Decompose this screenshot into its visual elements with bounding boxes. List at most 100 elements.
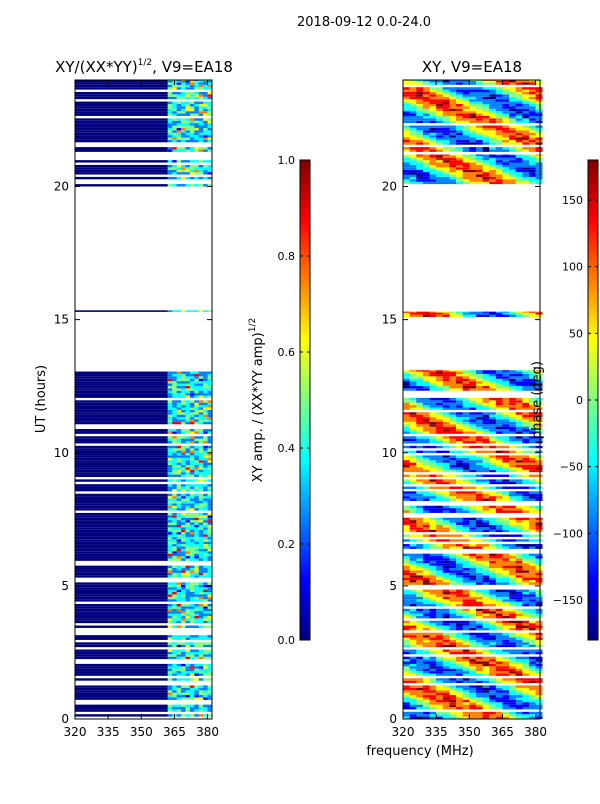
heatmap-cell [463,376,470,378]
heatmap-cell [203,568,208,570]
heatmap-cell [203,453,208,455]
heatmap-cell [181,551,186,553]
heatmap-cell [529,702,536,704]
heatmap-cell [194,525,199,527]
heatmap-cell [496,556,503,558]
heatmap-cell [516,451,523,453]
heatmap-cell [463,106,470,108]
heatmap-cell [509,626,516,628]
heatmap-cell [410,431,417,433]
heatmap-cell [75,520,168,522]
heatmap-cell [410,491,417,493]
heatmap-cell [168,109,173,111]
heatmap-cell [185,82,190,84]
heatmap-cell [469,111,476,113]
heatmap-cell [199,496,204,498]
heatmap-cell [463,99,470,101]
heatmap-cell [203,106,208,108]
heatmap-cell [185,140,190,142]
heatmap-cell [536,597,543,599]
heatmap-cell [194,465,199,467]
heatmap-cell [522,315,529,317]
heatmap-cell [509,94,516,96]
heatmap-cell [443,582,450,584]
heatmap-cell [410,530,417,532]
heatmap-cell [185,518,190,520]
heatmap-cell [75,697,168,699]
heatmap-cell [496,491,503,493]
heatmap-cell [410,376,417,378]
heatmap-cell [529,556,536,558]
heatmap-cell [443,436,450,438]
heatmap-cell [522,678,529,680]
heatmap-cell [522,372,529,374]
heatmap-cell [177,374,182,376]
heatmap-cell [185,410,190,412]
heatmap-cell [536,130,543,132]
heatmap-cell [172,128,177,130]
heatmap-cell [476,111,483,113]
heatmap-cell [509,616,516,618]
heatmap-cell [194,149,199,151]
heatmap-cell [403,455,410,457]
heatmap-cell [522,94,529,96]
heatmap-cell [403,592,410,594]
heatmap-cell [443,546,450,548]
heatmap-cell [476,592,483,594]
heatmap-cell [489,429,496,431]
heatmap-cell [456,592,463,594]
heatmap-cell [496,693,503,695]
heatmap-cell [185,618,190,620]
heatmap-cell [190,386,195,388]
heatmap-cell [430,415,437,417]
heatmap-cell [194,118,199,120]
heatmap-cell [449,508,456,510]
heatmap-cell [489,554,496,556]
heatmap-cell [430,602,437,604]
heatmap-cell [423,499,430,501]
heatmap-cell [416,702,423,704]
heatmap-cell [172,503,177,505]
heatmap-cell [194,532,199,534]
heatmap-cell [502,116,509,118]
heatmap-cell [522,465,529,467]
heatmap-cell [489,109,496,111]
heatmap-cell [185,551,190,553]
heatmap-cell [449,114,456,116]
heatmap-cell [516,690,523,692]
heatmap-cell [516,582,523,584]
heatmap-cell [177,638,182,640]
heatmap-cell [203,508,208,510]
heatmap-cell [177,439,182,441]
heatmap-cell [489,372,496,374]
amplitude-colorbar-gradient [300,160,310,640]
heatmap-cell [168,407,173,409]
heatmap-cell [75,94,168,96]
heatmap-cell [416,87,423,89]
heatmap-cell [75,626,168,628]
heatmap-cell [172,671,177,673]
heatmap-cell [190,104,195,106]
heatmap-cell [483,609,490,611]
heatmap-cell [469,508,476,510]
heatmap-cell [476,441,483,443]
heatmap-cell [536,114,543,116]
heatmap-cell [194,97,199,99]
heatmap-cell [168,123,173,125]
heatmap-cell [489,479,496,481]
heatmap-cell [177,599,182,601]
heatmap-cell [489,121,496,123]
heatmap-cell [449,714,456,716]
heatmap-cell [443,544,450,546]
heatmap-cell [410,179,417,181]
heatmap-cell [483,133,490,135]
heatmap-cell [194,582,199,584]
heatmap-cell [430,167,437,169]
heatmap-cell [199,458,204,460]
heatmap-cell [469,700,476,702]
heatmap-cell [463,635,470,637]
heatmap-cell [522,97,529,99]
heatmap-cell [416,561,423,563]
heatmap-cell [449,111,456,113]
heatmap-cell [536,155,543,157]
